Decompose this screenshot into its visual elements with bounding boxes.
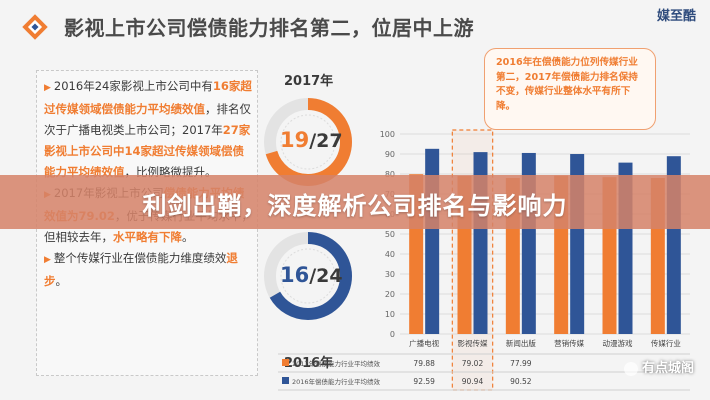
table-cell: 90.52 [510,377,532,386]
watermark: 有点城阁 [623,357,694,376]
callout-box [484,48,656,130]
summary-text-run: 2016年24家影视上市公司中有 [53,79,213,93]
page-title: 影视上市公司偿债能力排名第二，位居中上游 [64,16,474,40]
legend-label: 2017年偿债能力行业平均绩效 [292,359,381,368]
summary-text-run: 。 [182,230,194,244]
bullet-triangle-icon: ▶ [44,255,51,265]
y-tick-label: 50 [385,230,395,239]
banner-title: 利剑出鞘，深度解析公司排名与影响力 [142,192,568,220]
legend-swatch [282,377,289,384]
ring-year-2017: 2017年 [284,74,334,89]
ring-value-2016: 16/24 [280,263,343,287]
ring-inner-dashed [280,114,336,170]
x-tick-label: 动漫游戏 [603,338,633,348]
summary-paragraph: ▶ 整个传媒行业在偿债能力维度绩效退步。 [44,248,254,292]
highlight-text: 水平略有下降 [113,230,182,244]
highlight-text: 退步 [44,251,238,288]
summary-paragraph: ▶ 2016年24家影视上市公司中有16家超过传媒领域偿债能力平均绩效值，排名仅次… [44,76,254,183]
ring-numerator: 16 [280,263,310,287]
ring-denominator: /27 [309,130,343,152]
callout-text: 2016年在偿债能力位列传媒行业第二，2017年偿债能力排名保持不变，传媒行业整… [496,57,638,112]
table-cell: 79.88 [413,359,435,368]
legend-swatch [282,359,289,366]
diamond-logo-icon [22,14,48,40]
bullet-triangle-icon: ▶ [44,83,51,93]
watermark-logo-icon [623,361,638,376]
brand-logo: 媒至酷 [656,9,696,24]
table-cell: 90.94 [462,377,484,386]
header: 影视上市公司偿债能力排名第二，位居中上游 媒至酷 [0,0,710,58]
summary-text-run: 。 [55,274,68,288]
legend-label: 2016年偿债能力行业平均绩效 [292,377,381,386]
y-tick-label: 90 [385,150,395,159]
highlight-text: 16家超过传媒领域偿债能力平均绩效值 [44,79,252,116]
ring-value-2017: 19/27 [280,128,343,152]
overlay-banner [0,175,710,229]
x-tick-label: 新闻出版 [506,338,536,348]
x-tick-label: 影视传媒 [458,338,488,348]
table-cell: 77.99 [510,359,532,368]
y-tick-label: 100 [380,130,395,139]
table-cell: 92.59 [413,377,435,386]
y-tick-label: 80 [385,170,395,179]
y-tick-label: 30 [385,270,395,279]
y-tick-label: 40 [385,250,395,259]
summary-text-run: 整个传媒行业在偿债能力维度绩效 [53,251,227,265]
y-tick-label: 0 [390,330,395,339]
ring-progress-arc [264,232,352,320]
summary-text-run: ，排名仅次于广播电视类上市公司；2017年 [44,102,251,137]
ring-denominator: /24 [309,265,343,287]
watermark-text: 有点城阁 [641,361,694,376]
x-tick-label: 广播电视 [409,338,439,348]
y-tick-label: 20 [385,290,395,299]
bar-chart: 0102030405060708090100广播电视影视传媒新闻出版营销传媒动漫… [278,129,690,391]
table-cell: 79.02 [462,359,484,368]
y-tick-label: 10 [385,310,395,319]
x-tick-label: 传媒行业 [651,338,681,348]
ring-inner-dashed [280,248,336,304]
ring-numerator: 19 [280,128,310,152]
x-tick-label: 营销传媒 [554,338,584,348]
ring-year-2016: 2016年 [284,356,334,371]
